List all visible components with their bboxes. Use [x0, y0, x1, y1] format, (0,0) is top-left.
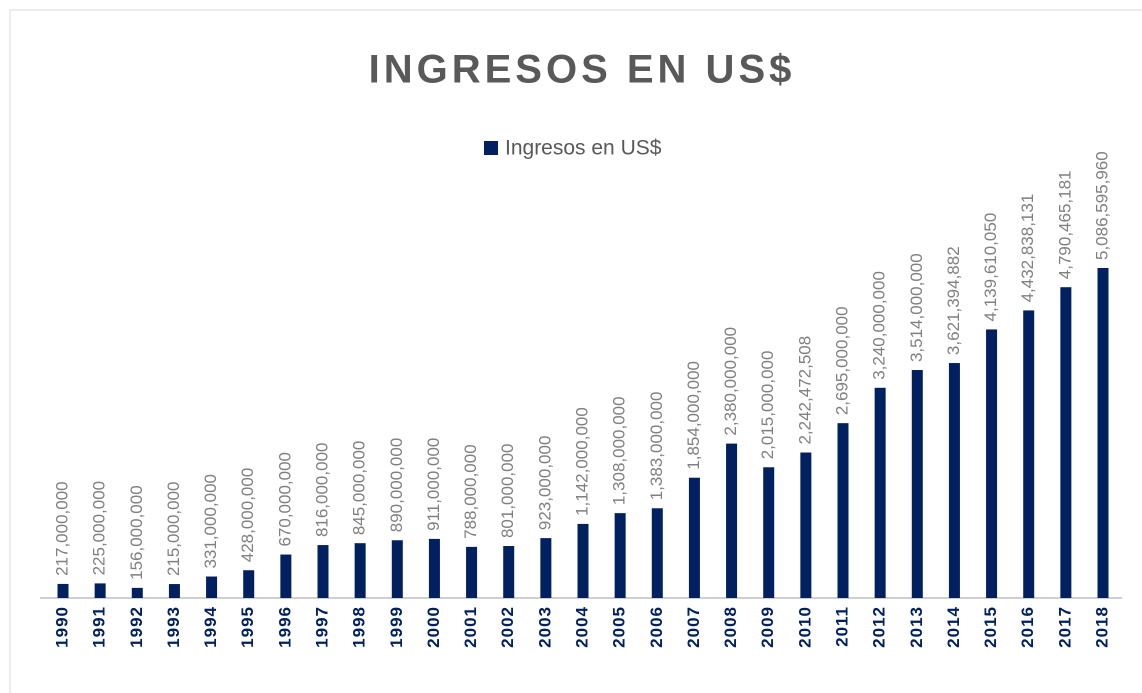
- value-label: 156,000,000: [127, 485, 146, 580]
- value-label: 3,621,394,882: [944, 246, 963, 355]
- bar: [800, 452, 812, 598]
- x-tick-label: 2008: [721, 606, 740, 648]
- bar: [57, 583, 69, 598]
- bar: [577, 523, 589, 598]
- x-tick-label: 2011: [832, 606, 851, 647]
- x-tick-label: 2012: [870, 606, 889, 648]
- x-tick-label: 1997: [312, 606, 331, 648]
- x-tick-label: 2015: [981, 606, 1000, 648]
- bar: [1023, 310, 1035, 598]
- x-tick-label: 2007: [684, 606, 703, 648]
- value-label: 215,000,000: [164, 482, 183, 577]
- bar: [1097, 268, 1109, 598]
- legend-label: Ingresos en US$: [505, 137, 662, 160]
- x-tick-label: 1991: [90, 606, 109, 648]
- bar: [1060, 287, 1072, 598]
- x-tick-label: 2018: [1092, 606, 1111, 648]
- bar: [874, 387, 886, 598]
- x-tick-label: 2000: [424, 606, 443, 648]
- x-tick-label: 1993: [164, 606, 183, 648]
- bar: [726, 443, 738, 598]
- x-tick-label: 1999: [387, 606, 406, 648]
- bar: [280, 554, 292, 598]
- value-label: 1,142,000,000: [572, 407, 591, 516]
- x-tick-label: 2005: [610, 606, 629, 648]
- x-tick-label: 1990: [52, 606, 71, 648]
- x-tick-label: 2003: [535, 606, 554, 648]
- bar: [503, 546, 515, 598]
- x-tick-label: 1994: [201, 606, 220, 648]
- x-tick-label: 2001: [461, 606, 480, 648]
- x-tick-label: 1996: [275, 606, 294, 648]
- bar: [428, 538, 440, 598]
- value-label: 2,695,000,000: [832, 306, 851, 415]
- bar: [763, 467, 775, 598]
- value-label: 4,139,610,050: [981, 213, 1000, 322]
- value-label: 1,383,000,000: [647, 392, 666, 501]
- bar: [688, 477, 700, 598]
- x-tick-label: 2017: [1055, 606, 1074, 648]
- x-tick-label: 2014: [944, 606, 963, 648]
- value-label: 788,000,000: [461, 444, 480, 539]
- bar: [391, 540, 403, 598]
- bar: [651, 508, 663, 598]
- value-label: 2,242,472,508: [795, 336, 814, 445]
- bar: [540, 538, 552, 598]
- bar: [466, 546, 478, 598]
- value-label: 923,000,000: [535, 436, 554, 531]
- x-tick-label: 1998: [350, 606, 369, 648]
- bar: [948, 363, 960, 598]
- bar: [911, 370, 923, 598]
- value-label: 845,000,000: [350, 441, 369, 536]
- bar: [986, 329, 998, 598]
- bar: [837, 423, 849, 598]
- value-label: 801,000,000: [498, 443, 517, 538]
- value-label: 1,308,000,000: [610, 396, 629, 505]
- bar: [206, 576, 218, 598]
- bar: [168, 584, 180, 598]
- x-tick-label: 2016: [1018, 606, 1037, 648]
- value-label: 2,015,000,000: [758, 351, 777, 460]
- chart-title: INGRESOS EN US$: [369, 48, 796, 92]
- x-tick-label: 2013: [907, 606, 926, 648]
- value-label: 890,000,000: [387, 438, 406, 533]
- value-label: 331,000,000: [201, 474, 220, 569]
- bar: [317, 545, 329, 598]
- value-label: 428,000,000: [238, 468, 257, 563]
- value-label: 670,000,000: [275, 452, 294, 547]
- bar: [131, 587, 143, 598]
- x-tick-label: 2006: [647, 606, 666, 648]
- value-label: 2,380,000,000: [721, 327, 740, 436]
- value-label: 816,000,000: [312, 443, 331, 538]
- value-label: 4,432,838,131: [1018, 194, 1037, 303]
- x-tick-label: 2004: [572, 606, 591, 648]
- x-tick-label: 2002: [498, 606, 517, 648]
- value-label: 217,000,000: [52, 481, 71, 576]
- value-label: 4,790,465,181: [1055, 170, 1074, 279]
- value-label: 5,086,595,960: [1092, 151, 1111, 260]
- bar: [243, 570, 255, 598]
- legend-swatch: [484, 141, 498, 155]
- chart-frame: [9, 9, 1142, 693]
- value-label: 1,854,000,000: [684, 361, 703, 470]
- value-label: 911,000,000: [424, 438, 443, 531]
- x-tick-label: 2010: [795, 606, 814, 648]
- value-label: 225,000,000: [90, 481, 109, 576]
- x-tick-label: 1995: [238, 606, 257, 648]
- bar: [614, 513, 626, 598]
- bar: [94, 583, 106, 598]
- x-tick-label: 2009: [758, 606, 777, 648]
- value-label: 3,240,000,000: [870, 271, 889, 380]
- bar: [354, 543, 366, 598]
- value-label: 3,514,000,000: [907, 253, 926, 362]
- x-tick-label: 1992: [127, 606, 146, 648]
